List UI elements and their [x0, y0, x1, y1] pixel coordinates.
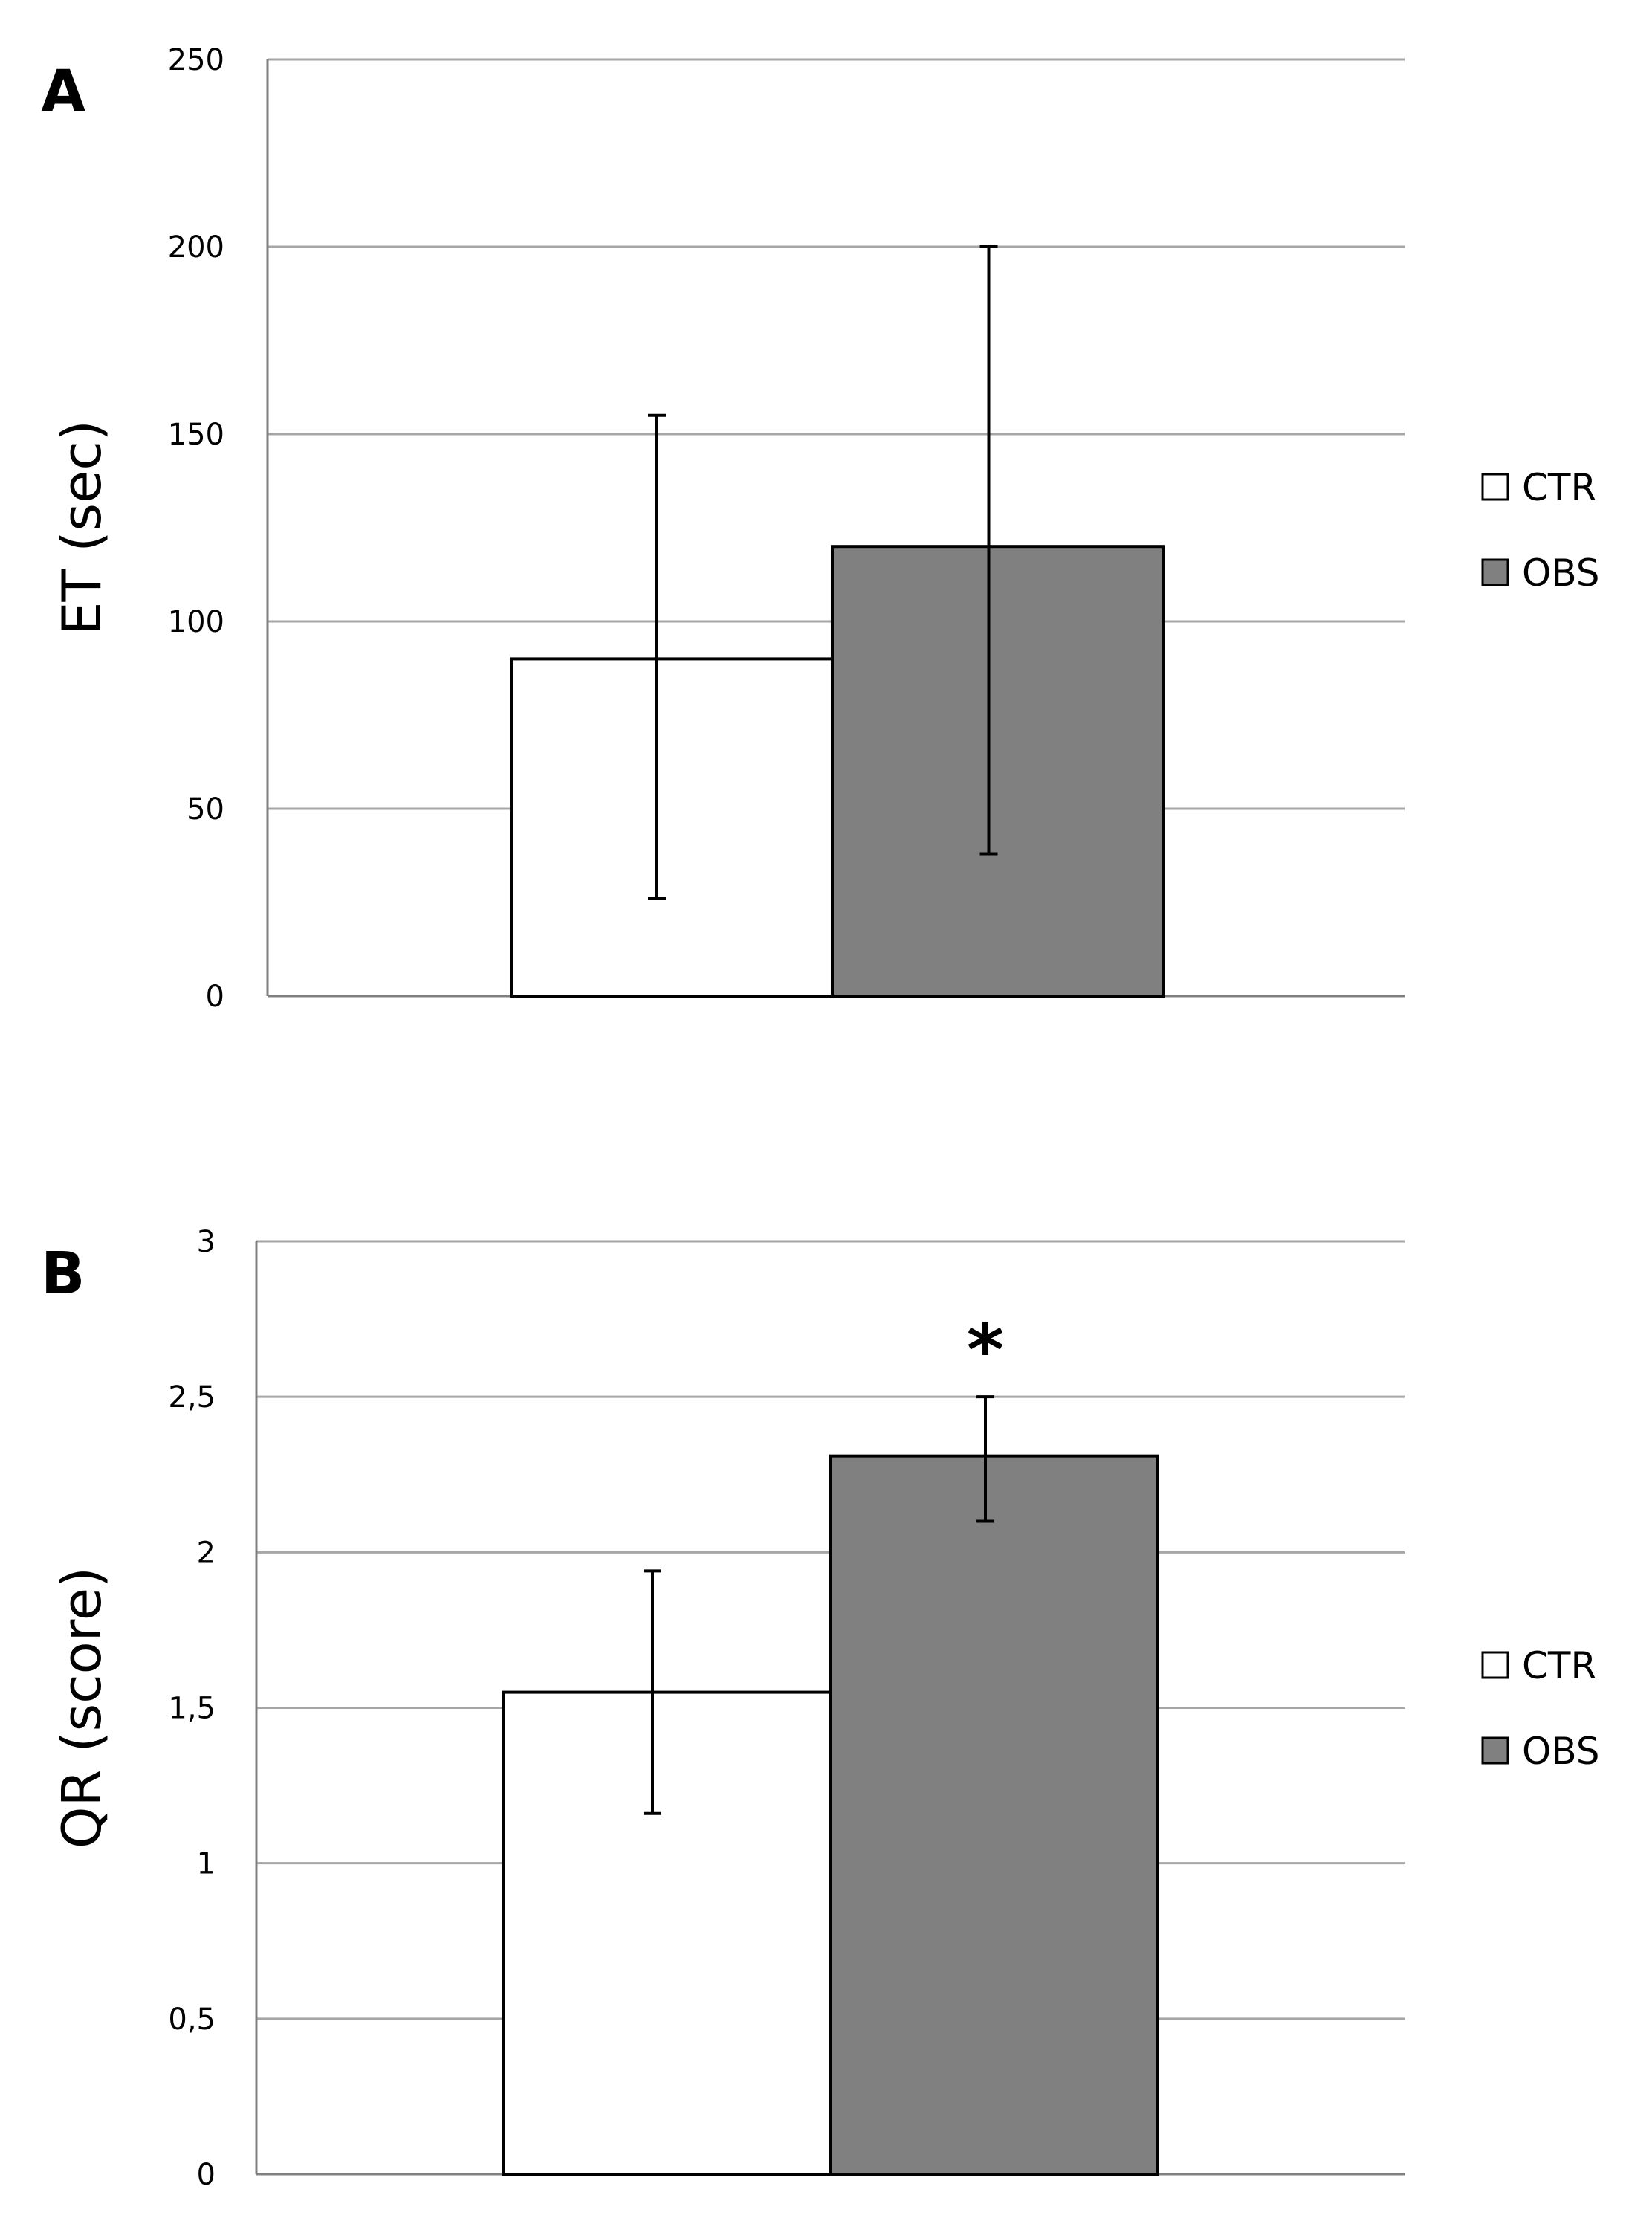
legend-label-ctr: CTR: [1522, 466, 1596, 509]
panel-label: B: [41, 1241, 85, 1307]
bar-ctr: [510, 657, 834, 998]
legend-label-ctr: CTR: [1522, 1644, 1596, 1687]
y-tick-label: 1: [197, 1847, 216, 1881]
y-tick-label: 50: [187, 792, 224, 827]
bar-obs: [831, 545, 1165, 998]
y-tick-label: 0,5: [168, 2002, 216, 2037]
y-tick-label: 0: [206, 980, 224, 1014]
y-tick-label: 1,5: [168, 1692, 216, 1726]
y-tick-label: 3: [197, 1225, 216, 1259]
y-axis-label: ET (sec): [51, 420, 113, 636]
chart-panel-a: 0 50 100 150 200 250 A ET (sec) CTR OBS: [41, 43, 1600, 1014]
y-tick-label: 150: [168, 418, 224, 452]
legend-swatch-obs: [1481, 558, 1509, 586]
significance-asterisk: *: [967, 1309, 1004, 1392]
legend-swatch-ctr: [1481, 473, 1509, 501]
y-tick-label: 100: [168, 605, 224, 639]
chart-panel-b: 0 0,5 1 1,5 2 2,5 3 * B QR (score) CTR OBS: [41, 1225, 1600, 2192]
legend-swatch-obs: [1481, 1736, 1509, 1765]
y-tick-label: 250: [168, 43, 224, 77]
legend-label-obs: OBS: [1522, 1730, 1600, 1773]
panel-label: A: [41, 59, 85, 126]
y-tick-label: 2,5: [168, 1380, 216, 1415]
bar-ctr: [502, 1690, 832, 2176]
y-tick-label: 200: [168, 230, 224, 265]
y-axis-label: QR (score): [51, 1567, 113, 1849]
legend-label-obs: OBS: [1522, 552, 1600, 595]
y-tick-label: 2: [197, 1536, 216, 1570]
legend-swatch-ctr: [1481, 1651, 1509, 1679]
bar-obs: [829, 1454, 1159, 2176]
y-tick-label: 0: [197, 2158, 216, 2192]
